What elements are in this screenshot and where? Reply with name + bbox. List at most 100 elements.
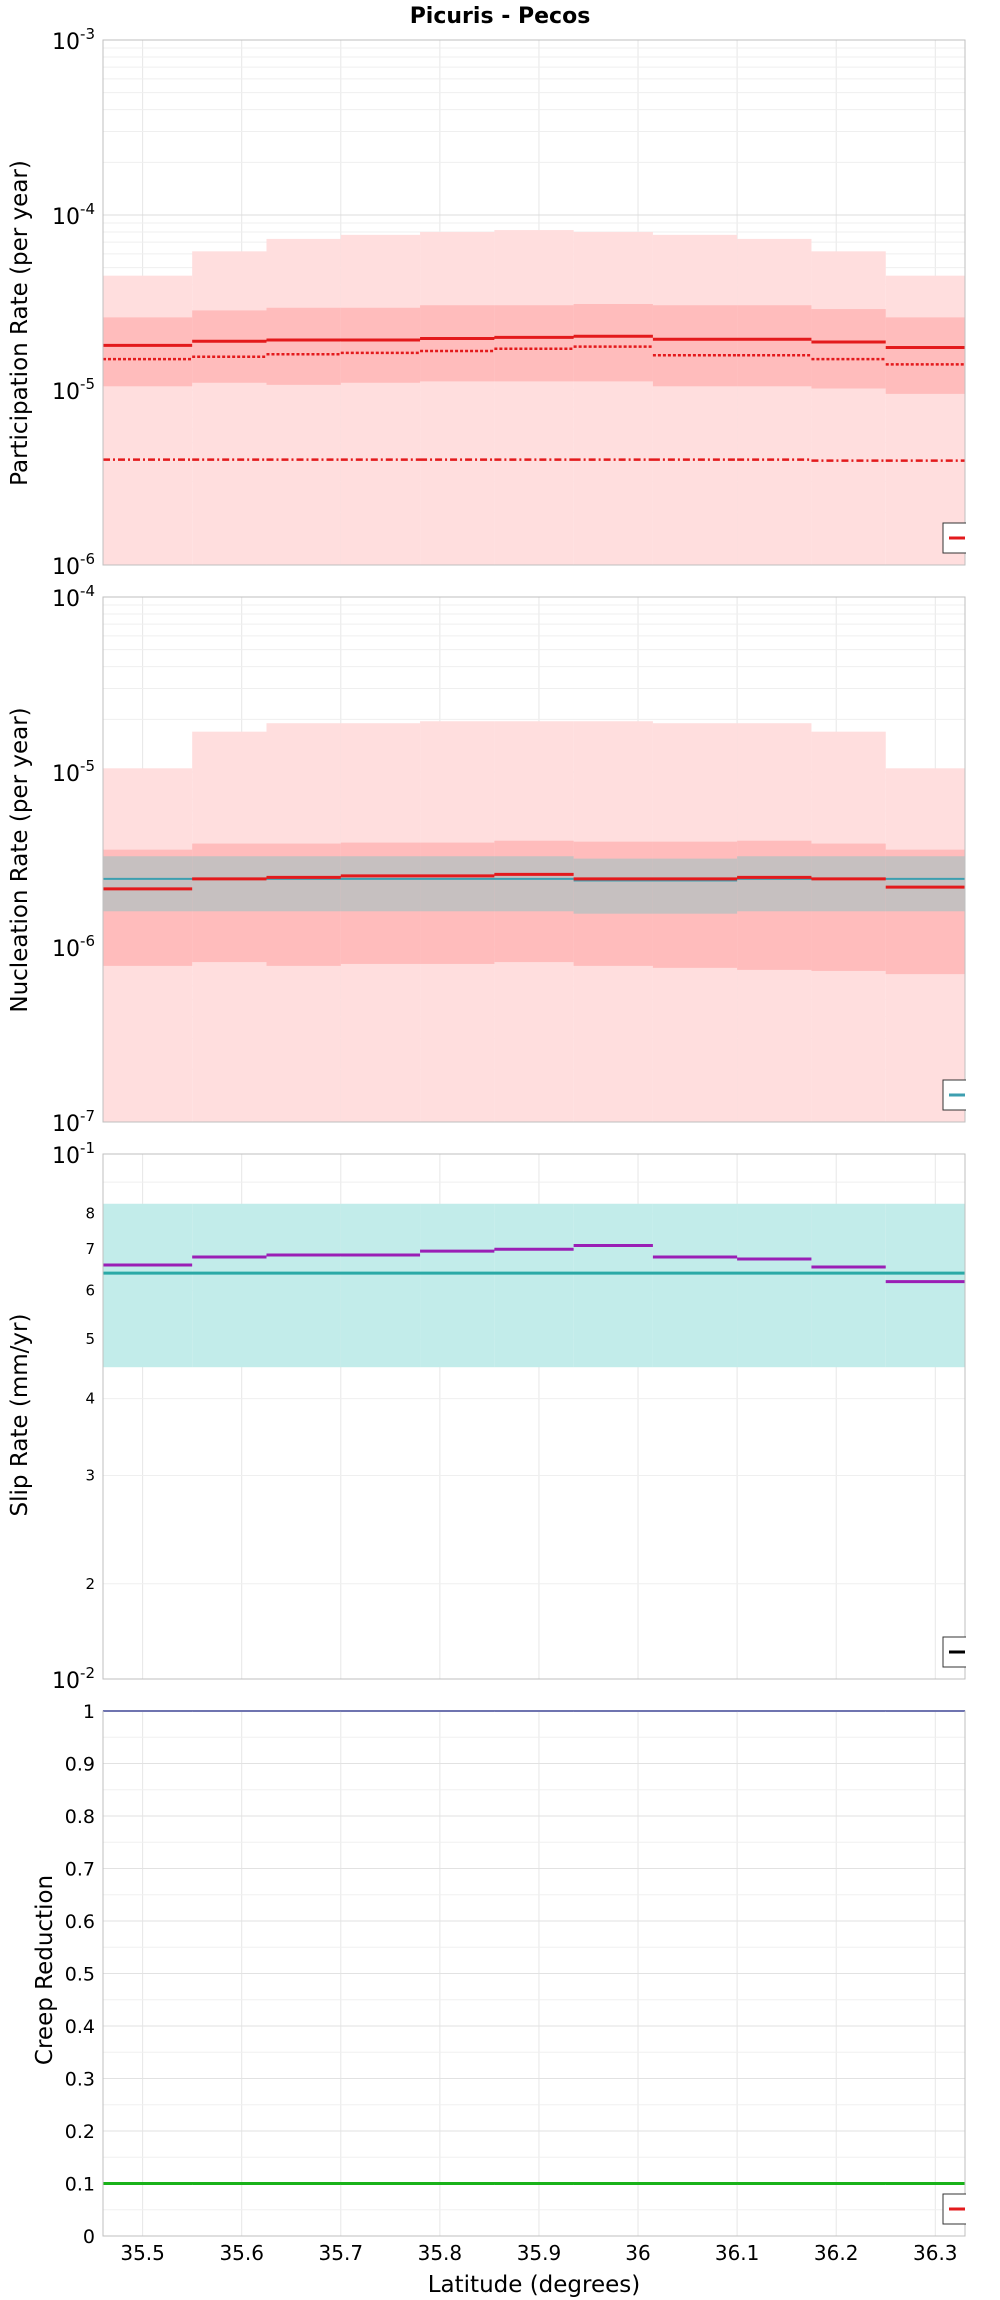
band-1-section-9: [737, 1203, 812, 1368]
y-tick-label: 0.1: [65, 2174, 95, 2196]
series-2-line: [103, 345, 965, 366]
panel-3: 10-2 10-1 2 3 4 5 6 7 8: [52, 1139, 1000, 1694]
band-1-section-8: [652, 234, 738, 565]
legend: [942, 1635, 1000, 1675]
band-2-section-8: [652, 305, 738, 387]
y-tick-label: 10-1: [52, 1139, 95, 1169]
x-tick-label: 35.6: [219, 2241, 264, 2265]
x-tick-label: 35.5: [120, 2241, 165, 2265]
y-tick-label: 0.5: [65, 1964, 95, 1986]
plot-frame: [102, 596, 966, 1123]
band-1: [103, 1203, 965, 1368]
band-3-section-11: [885, 856, 965, 912]
y-tick-label: 10-6: [52, 550, 95, 580]
y-tick-label: 3: [85, 1466, 95, 1484]
y-ticks: 10-6 10-5 10-4 10-3: [52, 25, 95, 580]
x-axis-label: Latitude (degrees): [428, 2272, 641, 2298]
panel-2-ylabel: Nucleation Rate (per year): [7, 707, 33, 1012]
band-2: [103, 304, 965, 394]
band-3-section-5: [420, 856, 495, 912]
y-tick-label: 10-5: [52, 375, 95, 405]
band-1-section-8: [652, 1203, 738, 1368]
band-1-section-2: [192, 251, 267, 565]
band-1-section-11: [885, 1203, 965, 1368]
legend-clip: [966, 1635, 1000, 1675]
y-tick-label: 0.3: [65, 2069, 95, 2091]
y-tick-label: 0.4: [65, 2016, 95, 2038]
band-2-section-9: [737, 305, 812, 387]
band-2-section-10: [811, 309, 886, 389]
band-3-section-10: [811, 856, 886, 912]
y-tick-label: 10-2: [52, 1664, 95, 1694]
x-tick-label: 35.8: [418, 2241, 463, 2265]
band-1-section-3: [266, 238, 341, 565]
x-tick-label: 36.3: [913, 2241, 958, 2265]
y-tick-label: 10-5: [52, 757, 95, 787]
x-ticks: 35.5 35.6 35.7 35.8 35.9 36 36.1 36.2 36.3: [120, 2241, 957, 2265]
legend-clip: [966, 1078, 1000, 1118]
band-1-section-2: [192, 1203, 267, 1368]
y-tick-label: 0.6: [65, 1911, 95, 1933]
band-3-section-4: [340, 856, 421, 912]
y-tick-label: 10-4: [52, 582, 95, 612]
plot-frame: [102, 1153, 966, 1680]
x-tick-label: 35.9: [517, 2241, 562, 2265]
y-ticks: 10-2 10-1 2 3 4 5 6 7 8: [52, 1139, 95, 1694]
y-tick-label: 6: [85, 1281, 95, 1299]
band-1-section-4: [340, 1203, 421, 1368]
panel-4-ylabel: Creep Reduction: [32, 1875, 58, 2065]
band-2-section-1: [103, 317, 193, 387]
y-tick-label: 5: [85, 1330, 95, 1348]
y-tick-label: 0.9: [65, 1754, 95, 1776]
band-1-section-3: [266, 1203, 341, 1368]
band-1-section-1: [103, 1203, 193, 1368]
chart-title: Picuris - Pecos: [410, 4, 591, 29]
y-tick-label: 1: [83, 1701, 95, 1723]
y-tick-label: 10-6: [52, 932, 95, 962]
band-1-section-4: [340, 234, 421, 565]
band-2-section-6: [494, 305, 574, 382]
x-tick-label: 36.1: [715, 2241, 760, 2265]
x-tick-label: 36: [625, 2241, 650, 2265]
y-tick-label: 0.2: [65, 2121, 95, 2143]
gridlines: [103, 1710, 965, 2237]
band-3-section-7: [573, 858, 653, 914]
y-tick-label: 0: [83, 2226, 95, 2248]
plot-frame: [102, 1710, 966, 2237]
band-1-section-6: [494, 1203, 574, 1368]
y-tick-label: 8: [85, 1205, 95, 1223]
panel-3-ylabel: Slip Rate (mm/yr): [7, 1314, 33, 1517]
series-2-line: [103, 872, 965, 891]
band-1-section-5: [420, 1203, 495, 1368]
legend: [942, 2192, 1000, 2232]
band-1-section-10: [811, 1203, 886, 1368]
band-2-section-11: [885, 317, 965, 394]
panel-2: 10-7 10-6 10-5 10-4: [52, 582, 1000, 1137]
band-2-section-4: [340, 307, 421, 383]
y-tick-label: 10-4: [52, 200, 95, 230]
y-tick-label: 10-3: [52, 25, 95, 55]
band-2-section-3: [266, 307, 341, 385]
band-3-section-8: [652, 858, 738, 914]
y-tick-label: 0.8: [65, 1806, 95, 1828]
y-tick-label: 0.7: [65, 1859, 95, 1881]
band-1-section-9: [737, 238, 812, 565]
x-tick-label: 35.7: [319, 2241, 364, 2265]
band-1-section-7: [573, 231, 653, 565]
band-1-section-6: [494, 230, 574, 565]
band-3-section-6: [494, 856, 574, 912]
band-3-section-1: [103, 856, 193, 912]
band-3: [103, 856, 965, 914]
panel-4: 0 0.1 0.2 0.3 0.4 0.5 0.6 0.7 0.8 0.9 1: [65, 1701, 1000, 2248]
y-ticks: 10-7 10-6 10-5 10-4: [52, 582, 95, 1137]
y-ticks: 0 0.1 0.2 0.3 0.4 0.5 0.6 0.7 0.8 0.9 1: [65, 1701, 95, 2248]
y-tick-label: 2: [85, 1575, 95, 1593]
band-3-section-3: [266, 856, 341, 912]
series-1-line: [103, 334, 965, 349]
panel-1: 10-6 10-5 10-4 10-3: [52, 25, 1000, 580]
band-1: [103, 230, 965, 565]
legend: [942, 521, 1000, 561]
plot-frame: [102, 39, 966, 566]
band-1-section-5: [420, 231, 495, 565]
